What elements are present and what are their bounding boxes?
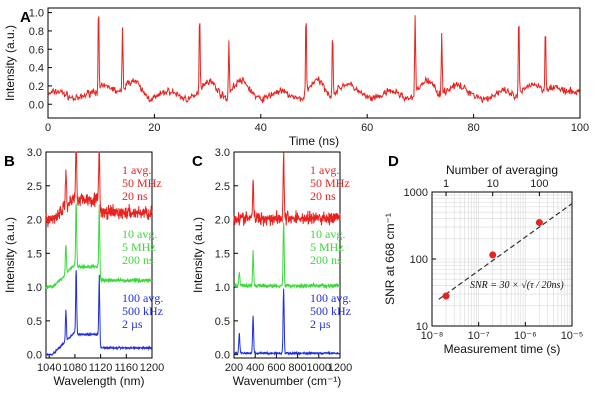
panel-a-ylabel: Intensity (a.u.) bbox=[3, 25, 17, 101]
panel-d-top-tick-label: 10 bbox=[487, 178, 499, 190]
panel-b-annotation: 500 kHz bbox=[122, 304, 163, 318]
panel-c-annotation: 500 kHz bbox=[310, 304, 351, 318]
panel-b-ytick-label: 0.5 bbox=[27, 316, 42, 328]
panel-a-ytick-label: 0.2 bbox=[29, 81, 44, 93]
panel-a-ytick-label: 0.8 bbox=[29, 26, 44, 38]
panel-b-annotation: 20 ns bbox=[122, 189, 148, 203]
panel-b-letter: B bbox=[4, 153, 15, 170]
panel-c-frame bbox=[233, 151, 341, 359]
panel-b-annotation: 2 µs bbox=[122, 317, 143, 331]
panel-c-ylabel: Intensity (a.u.) bbox=[191, 217, 205, 293]
panel-c-annotation: 200 ns bbox=[310, 253, 342, 267]
panel-c-ytick-label: 0.0 bbox=[215, 350, 230, 362]
panel-c-ytick-label: 1.5 bbox=[215, 248, 230, 260]
panel-c-xlabel: Wavenumber (cm⁻¹) bbox=[233, 374, 342, 388]
panel-c-annotation: 5 MHz bbox=[310, 240, 344, 254]
panel-a-xtick-label: 20 bbox=[148, 122, 160, 134]
panel-c-series-line bbox=[233, 288, 341, 357]
panel-a-xtick-label: 80 bbox=[467, 122, 479, 134]
panel-b-annotation: 100 avg. bbox=[122, 291, 163, 305]
panel-b-annotation: 1 avg. bbox=[122, 163, 151, 177]
panel-a-ytick-label: 0.4 bbox=[29, 63, 44, 75]
panel-a-ytick-label: 0.6 bbox=[29, 44, 44, 56]
panel-a-ytick-label: 1.0 bbox=[29, 8, 44, 20]
panel-c-xtick-label: 800 bbox=[288, 362, 306, 374]
panel-a-xtick-label: 60 bbox=[361, 122, 373, 134]
panel-d-ytick-label: 1000 bbox=[404, 187, 428, 199]
panel-b-xtick-label: 1080 bbox=[63, 362, 87, 374]
panel-c-xtick-label: 1200 bbox=[328, 362, 352, 374]
panel-letter-a: A bbox=[20, 9, 31, 26]
panel-d-data-point bbox=[442, 292, 450, 300]
panel-b-ytick-label: 1.0 bbox=[27, 282, 42, 294]
panel-d-letter: D bbox=[388, 153, 399, 170]
panel-c-series-line bbox=[233, 152, 341, 227]
panel-d-ytick-label: 100 bbox=[410, 254, 428, 266]
panel-c-annotation: 1 avg. bbox=[310, 163, 339, 177]
panel-c-annotation: 50 MHz bbox=[310, 176, 350, 190]
panel-b-ytick-label: 0.0 bbox=[27, 350, 42, 362]
panel-b-xtick-label: 1160 bbox=[114, 362, 138, 374]
panel-a-ytick-label: 0.0 bbox=[29, 99, 44, 111]
panel-b-series-line bbox=[45, 203, 153, 290]
panel-b-xtick-label: 1120 bbox=[89, 362, 113, 374]
panel-d-ylabel: SNR at 668 cm⁻¹ bbox=[383, 213, 397, 305]
panel-b-xtick-label: 1200 bbox=[140, 362, 164, 374]
panel-d-top-tick-label: 1 bbox=[443, 178, 449, 190]
panel-b-annotation: 10 avg. bbox=[122, 227, 157, 241]
panel-b-annotation: 50 MHz bbox=[122, 176, 162, 190]
panel-c-annotation: 20 ns bbox=[310, 189, 336, 203]
panel-d-top-xlabel: Number of averaging bbox=[446, 163, 558, 177]
panel-c-series-line bbox=[233, 222, 341, 290]
panel-b-series-line bbox=[45, 270, 153, 357]
panel-d-top-tick-label: 100 bbox=[530, 178, 548, 190]
panel-c-ytick-label: 3.0 bbox=[215, 147, 230, 159]
panel-a-xtick-label: 100 bbox=[571, 122, 589, 134]
panel-b-annotation: 200 ns bbox=[122, 253, 154, 267]
panel-b-series-line bbox=[45, 151, 153, 228]
panel-c-annotation: 10 avg. bbox=[310, 227, 345, 241]
panel-c-ytick-label: 1.0 bbox=[215, 282, 230, 294]
panel-d-fit-line bbox=[438, 203, 573, 300]
panel-c-ytick-label: 2.0 bbox=[215, 215, 230, 227]
panel-b-ytick-label: 2.0 bbox=[27, 215, 42, 227]
panel-d-fit-formula: SNR = 30 × √(τ / 20ns) bbox=[470, 280, 564, 291]
panel-a-frame bbox=[47, 7, 581, 119]
panel-a-xtick-label: 40 bbox=[255, 122, 267, 134]
panel-d-xlabel: Measurement time (s) bbox=[444, 342, 561, 356]
panel-c-annotation: 2 µs bbox=[310, 317, 331, 331]
panel-b-annotation: 5 MHz bbox=[122, 240, 156, 254]
panel-d-xtick-label: 10⁻⁶ bbox=[514, 330, 537, 342]
panel-c-annotation: 100 avg. bbox=[310, 291, 351, 305]
panel-c-xtick-label: 600 bbox=[267, 362, 285, 374]
panel-d-xtick-label: 10⁻⁵ bbox=[561, 330, 584, 342]
panel-d-xtick-label: 10⁻⁷ bbox=[468, 330, 490, 342]
panel-b-xtick-label: 1040 bbox=[37, 362, 61, 374]
panel-b-ytick-label: 3.0 bbox=[27, 147, 42, 159]
panel-c-xtick-label: 200 bbox=[225, 362, 243, 374]
panel-d-ytick-label: 10 bbox=[416, 321, 428, 333]
panel-c-xtick-label: 400 bbox=[246, 362, 264, 374]
panel-c-xtick-label: 1000 bbox=[307, 362, 331, 374]
panel-c-letter: C bbox=[192, 153, 203, 170]
panel-b-ylabel: Intensity (a.u.) bbox=[3, 217, 17, 293]
panel-d-data-point bbox=[535, 219, 543, 227]
panel-b-xlabel: Wavelength (nm) bbox=[54, 374, 145, 388]
panel-c-ytick-label: 0.5 bbox=[215, 316, 230, 328]
panel-a-series-line bbox=[47, 15, 580, 104]
panel-d-data-point bbox=[489, 251, 497, 259]
panel-c-ytick-label: 2.5 bbox=[215, 181, 230, 193]
panel-a-xlabel: Time (ns) bbox=[289, 134, 339, 148]
panel-b-ytick-label: 2.5 bbox=[27, 181, 42, 193]
panel-d-xtick-label: 10⁻⁸ bbox=[421, 330, 444, 342]
panel-b-ytick-label: 1.5 bbox=[27, 248, 42, 260]
panel-a-xtick-label: 0 bbox=[45, 122, 51, 134]
